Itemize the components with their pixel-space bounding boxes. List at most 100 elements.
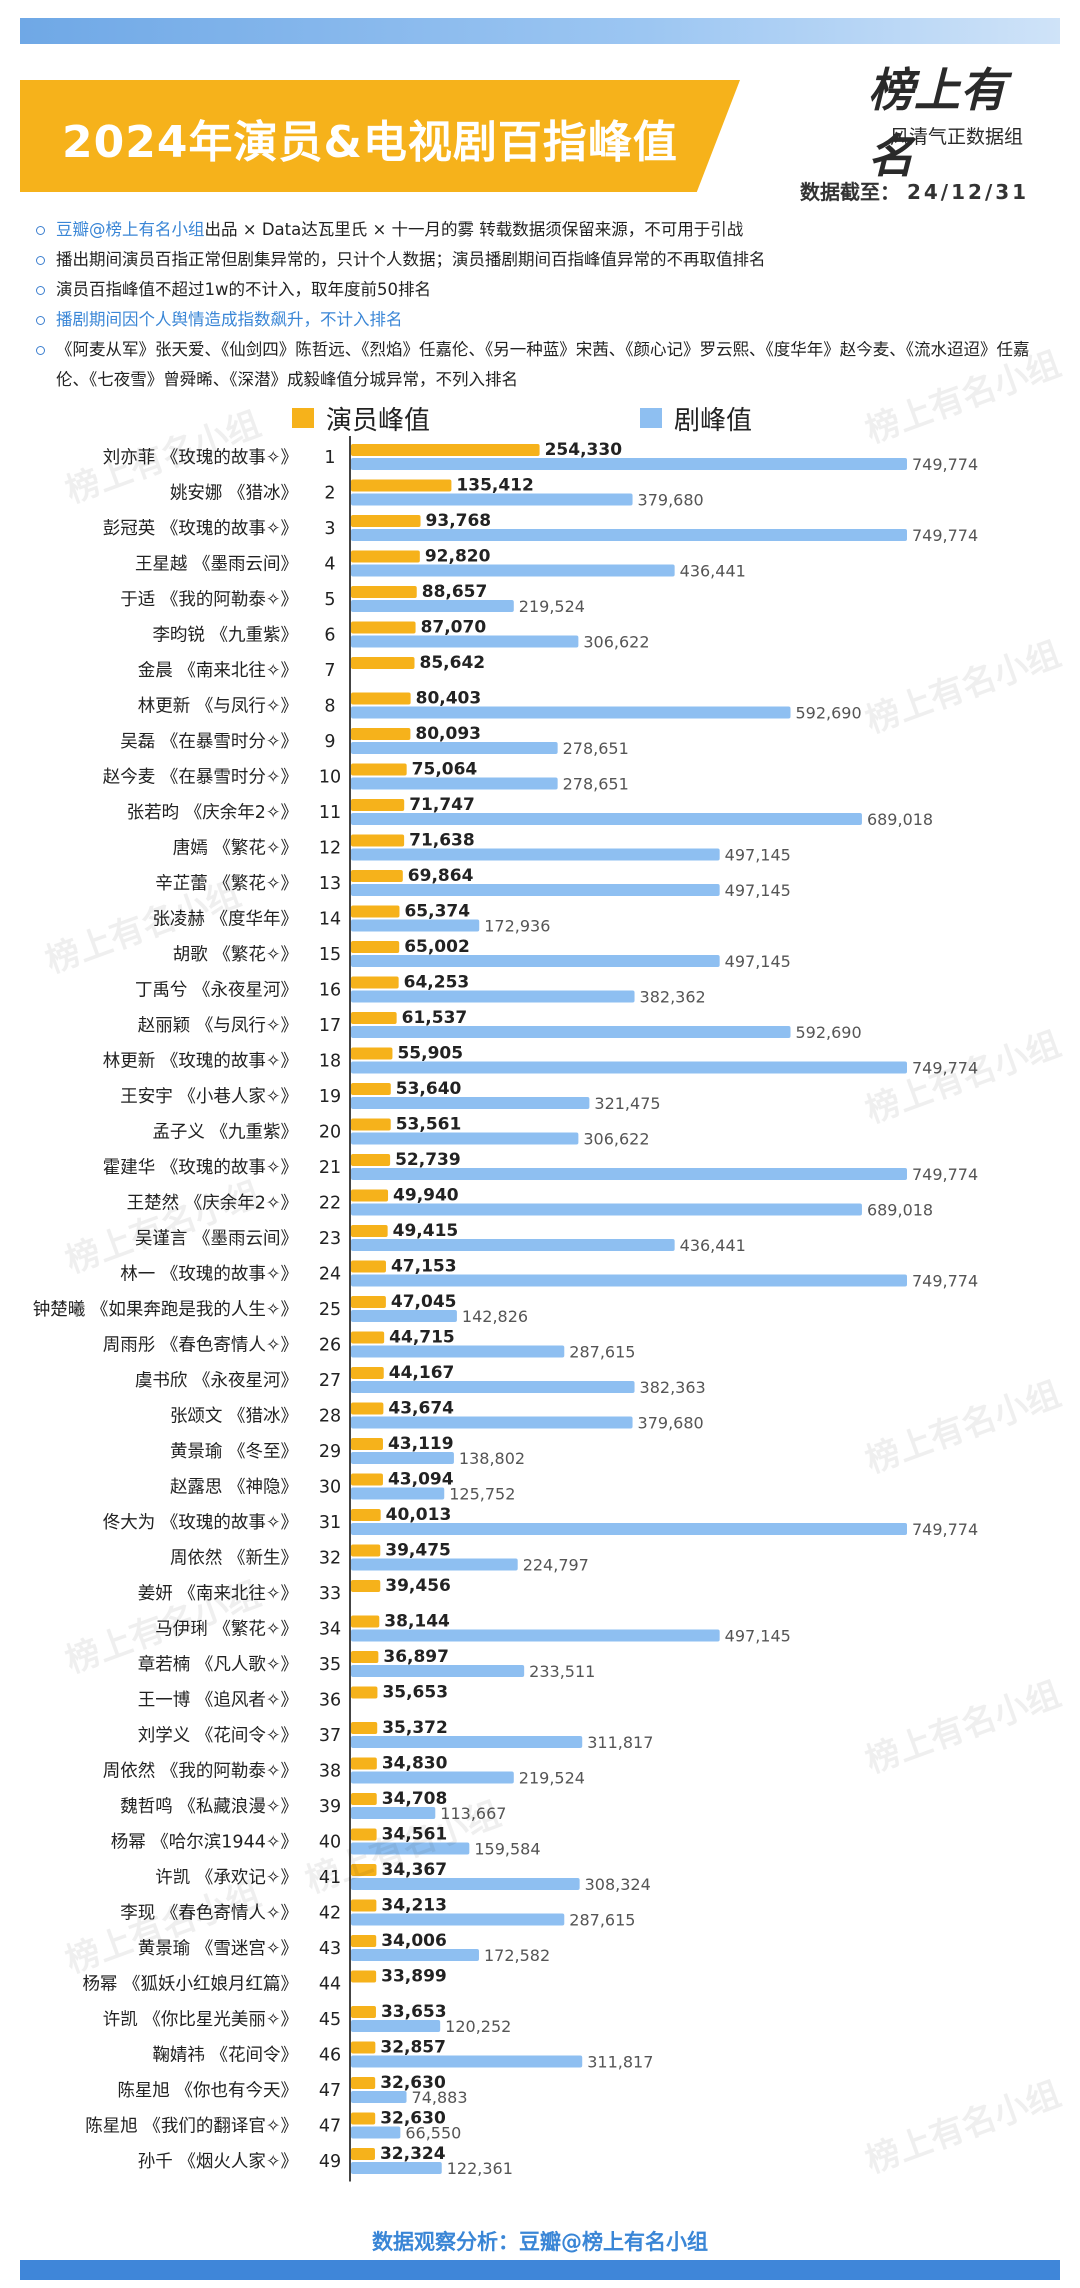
row-rank: 8 — [324, 697, 335, 717]
legend-swatch-actor — [292, 408, 314, 428]
actor-value-label: 71,638 — [409, 831, 475, 851]
drama-value-label: 113,667 — [440, 1804, 506, 1823]
drama-value-label: 497,145 — [725, 1627, 791, 1646]
row-rank: 47 — [319, 2081, 341, 2101]
actor-bar — [351, 2148, 375, 2160]
note-highlight: 播剧期间因个人舆情造成指数飙升，不计入排名 — [56, 310, 403, 329]
drama-value-label: 287,615 — [569, 1343, 635, 1362]
actor-value-label: 65,374 — [404, 902, 470, 922]
actor-bar — [351, 976, 399, 989]
row-rank: 32 — [319, 1549, 341, 1569]
actor-value-label: 80,093 — [415, 724, 481, 744]
actor-value-label: 93,768 — [426, 511, 492, 531]
drama-value-label: 308,324 — [585, 1875, 651, 1894]
drama-bar — [351, 2091, 407, 2103]
row-label: 张凌赫 《度华年》 — [152, 910, 298, 930]
actor-value-label: 92,820 — [425, 547, 491, 567]
row-rank: 41 — [319, 1868, 341, 1888]
drama-value-label: 122,361 — [447, 2159, 513, 2178]
row-label: 张颂文 《猎冰》 — [170, 1407, 298, 1427]
actor-bar — [351, 1012, 397, 1024]
note-text: 演员百指峰值不超过1w的不计入，取年度前50排名 — [56, 280, 431, 299]
row-label: 许凯 《承欢记✧》 — [155, 1868, 298, 1888]
drama-value-label: 142,826 — [462, 1307, 528, 1326]
actor-value-label: 36,897 — [383, 1647, 449, 1667]
actor-bar — [351, 1189, 389, 1202]
actor-bar — [351, 1615, 380, 1628]
row-rank: 9 — [324, 732, 335, 752]
drama-bar — [351, 600, 514, 612]
actor-value-label: 39,475 — [385, 1541, 451, 1561]
row-label: 赵露思 《神隐》 — [170, 1478, 298, 1498]
row-label: 林更新 《玫瑰的故事✧》 — [103, 1052, 298, 1072]
actor-bar — [351, 692, 411, 705]
drama-bar — [351, 1452, 454, 1464]
actor-bar — [351, 1047, 393, 1060]
drama-bar — [351, 529, 907, 541]
drama-value-label: 749,774 — [912, 455, 978, 474]
row-label: 黄景瑜 《雪迷宫✧》 — [138, 1939, 298, 1959]
drama-bar — [351, 1842, 470, 1855]
row-label: 周依然 《我的阿勒泰✧》 — [103, 1762, 298, 1782]
actor-bar — [351, 2077, 376, 2089]
drama-value-label: 749,774 — [912, 526, 978, 545]
actor-value-label: 34,006 — [381, 1931, 447, 1951]
row-rank: 14 — [319, 910, 341, 930]
drama-value-label: 321,475 — [594, 1094, 660, 1113]
note-item: 豆瓣@榜上有名小组出品 × Data达瓦里氏 × 十一月的雾 转载数据须保留来源… — [30, 215, 1050, 245]
drama-value-label: 66,550 — [405, 2124, 461, 2143]
top-accent-bar — [20, 18, 1060, 44]
actor-bar — [351, 834, 405, 847]
row-rank: 21 — [319, 1158, 341, 1178]
actor-bar — [351, 550, 420, 563]
actor-value-label: 35,372 — [382, 1718, 448, 1738]
drama-bar — [351, 564, 675, 577]
drama-bar — [351, 2055, 583, 2068]
drama-value-label: 125,752 — [449, 1485, 515, 1504]
drama-value-label: 497,145 — [725, 952, 791, 971]
drama-value-label: 311,817 — [587, 2053, 653, 2072]
actor-value-label: 49,415 — [393, 1221, 459, 1241]
actor-value-label: 55,905 — [397, 1044, 463, 1064]
actor-bar — [351, 905, 400, 918]
row-label: 孙千 《烟火人家✧》 — [138, 2152, 298, 2172]
drama-bar — [351, 742, 558, 754]
row-label: 钟楚曦 《如果奔跑是我的人生✧》 — [33, 1300, 298, 1320]
drama-value-label: 306,622 — [583, 1130, 649, 1149]
row-label: 姚安娜 《猎冰》 — [170, 484, 298, 504]
row-rank: 15 — [319, 945, 341, 965]
drama-bar — [351, 1168, 907, 1180]
row-label: 吴谨言 《墨雨云间》 — [135, 1229, 298, 1249]
row-label: 魏哲鸣 《私藏浪漫✧》 — [120, 1797, 298, 1817]
drama-bar — [351, 1310, 457, 1322]
drama-bar — [351, 1274, 907, 1287]
drama-value-label: 497,145 — [725, 846, 791, 865]
row-rank: 36 — [319, 1691, 341, 1711]
drama-value-label: 287,615 — [569, 1911, 635, 1930]
note-highlight: 豆瓣@榜上有名小组 — [56, 220, 205, 239]
row-rank: 4 — [324, 555, 335, 575]
actor-value-label: 34,830 — [382, 1754, 448, 1774]
drama-bar — [351, 955, 720, 967]
logo-brand-text: 榜上有名 — [868, 63, 1006, 183]
drama-value-label: 749,774 — [912, 1059, 978, 1078]
row-label: 陈星旭 《你也有今天》 — [117, 2081, 298, 2101]
row-label: 李昀锐 《九重紫》 — [152, 626, 298, 646]
actor-bar — [351, 1686, 378, 1699]
actor-value-label: 71,747 — [409, 795, 475, 815]
row-rank: 37 — [319, 1726, 341, 1746]
drama-value-label: 436,441 — [680, 1236, 746, 1255]
actor-bar — [351, 2112, 376, 2125]
actor-value-label: 80,403 — [416, 689, 482, 709]
actor-bar — [351, 799, 405, 811]
note-item: 《阿麦从军》张天爱、《仙剑四》陈哲远、《烈焰》任嘉伦、《另一种蓝》宋茜、《颜心记… — [30, 335, 1050, 395]
drama-bar — [351, 1132, 579, 1145]
actor-value-label: 34,561 — [382, 1825, 448, 1845]
row-rank: 30 — [319, 1478, 341, 1498]
drama-bar — [351, 1345, 565, 1358]
note-text: 播出期间演员百指正常但剧集异常的，只计个人数据；演员播剧期间百指峰值异常的不再取… — [56, 250, 766, 269]
row-rank: 11 — [319, 803, 341, 823]
drama-bar — [351, 813, 862, 825]
actor-bar — [351, 1580, 381, 1592]
row-rank: 13 — [319, 874, 341, 894]
